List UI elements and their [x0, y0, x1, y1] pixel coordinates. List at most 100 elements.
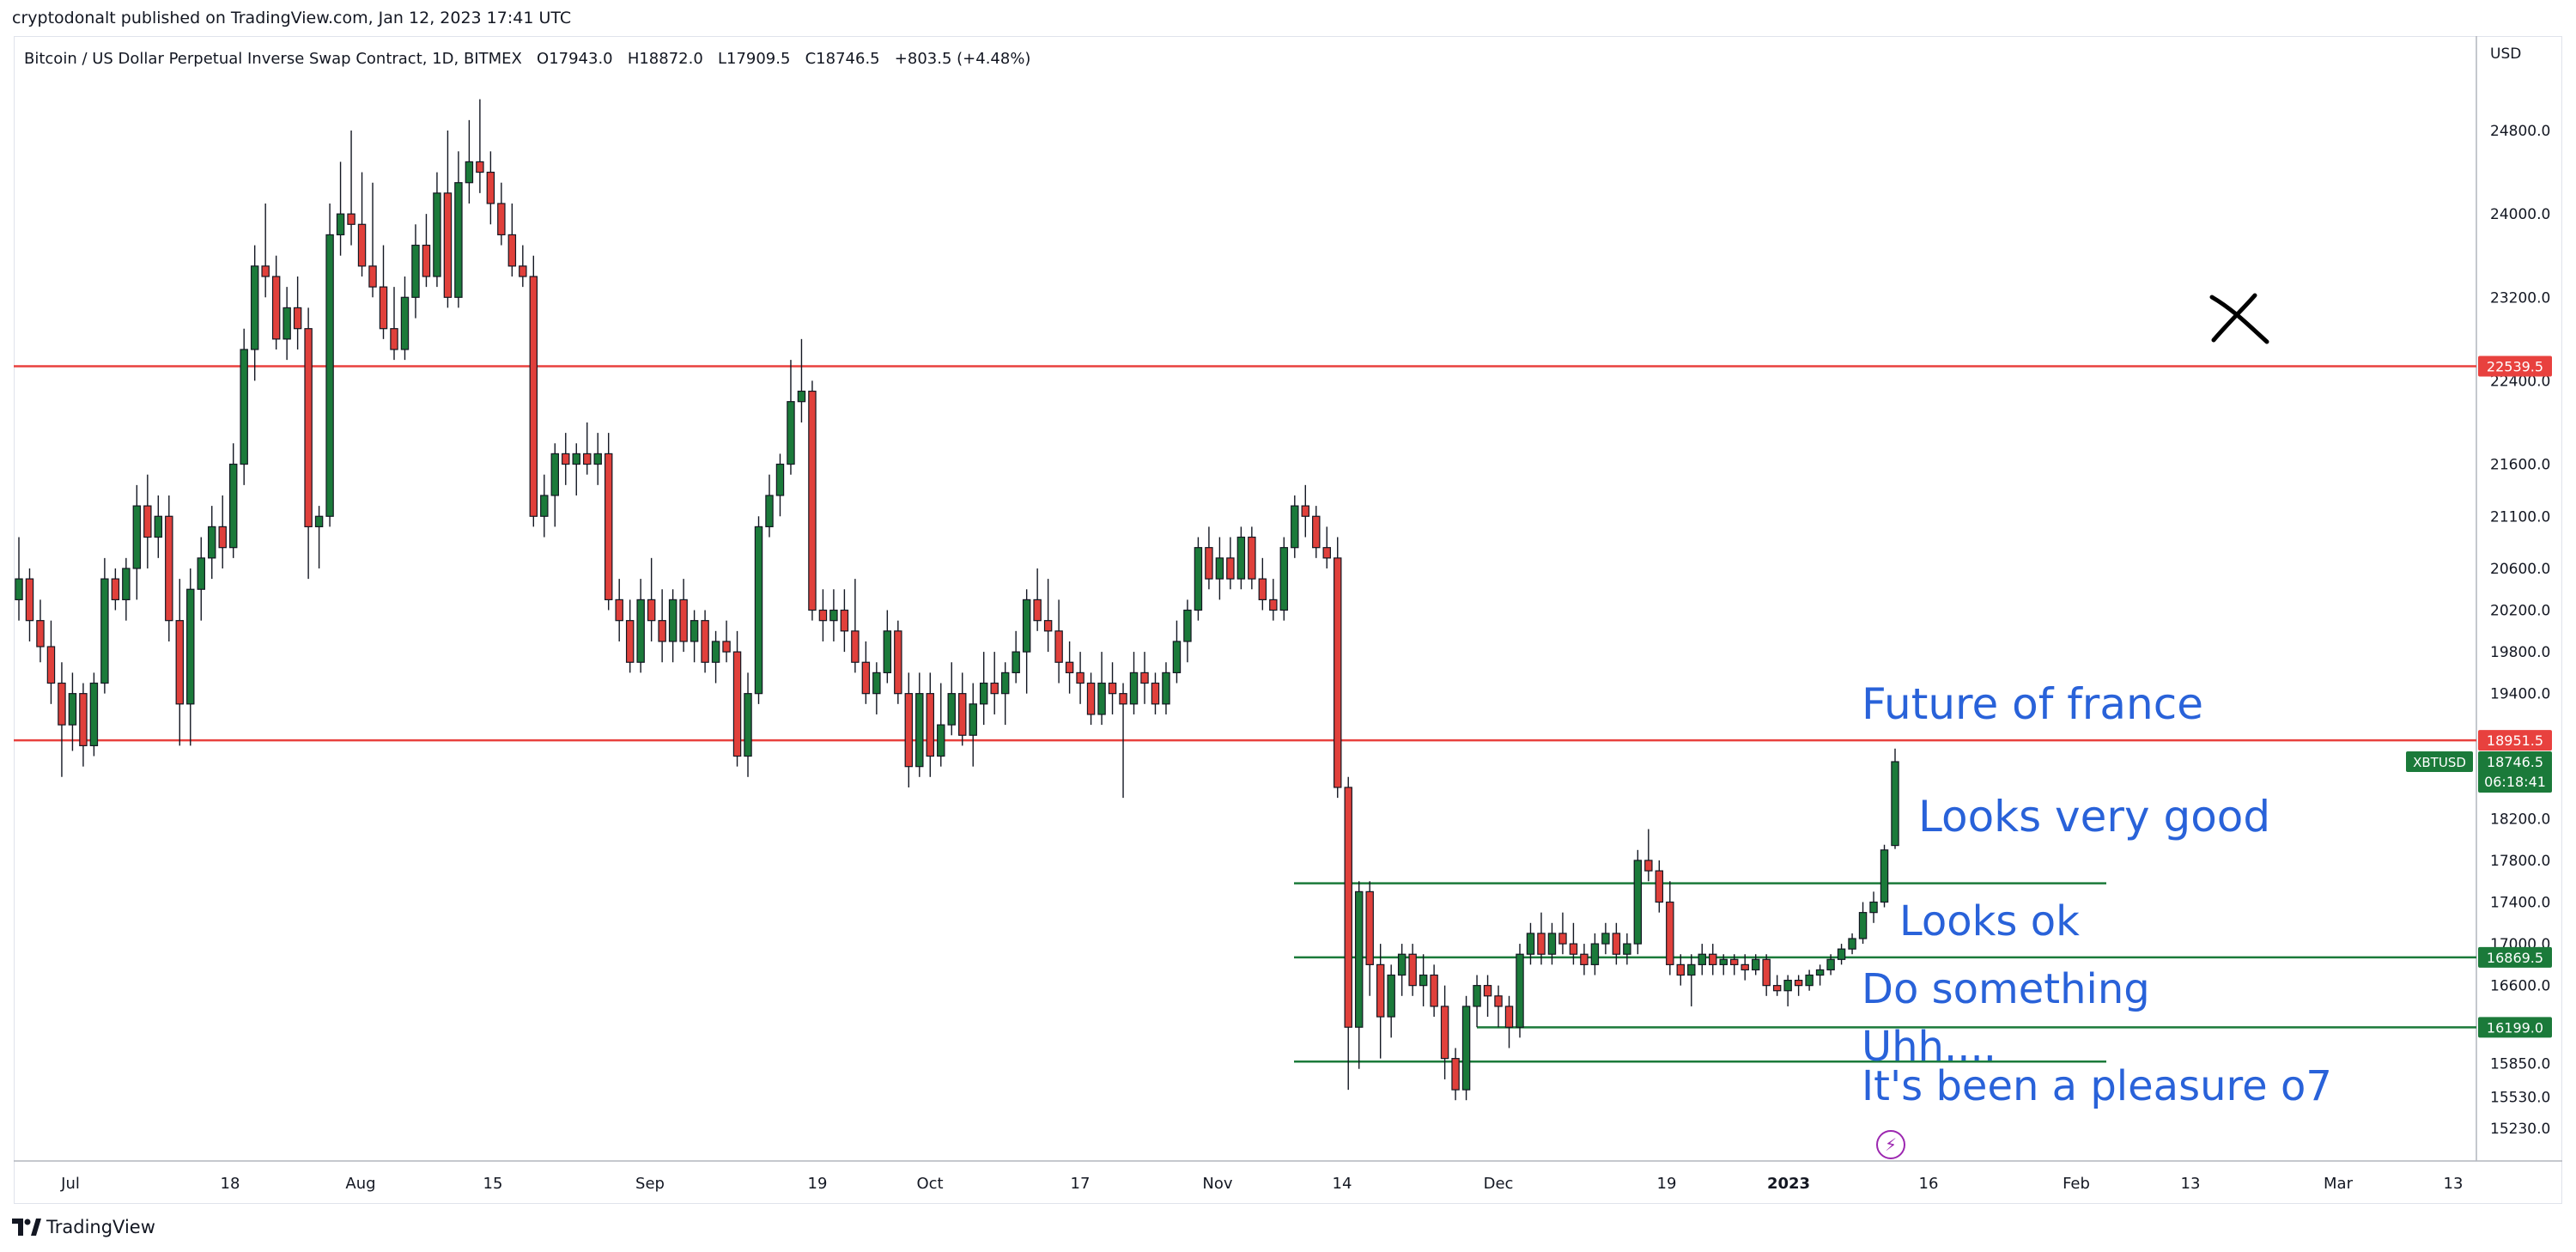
candle	[1644, 829, 1653, 882]
candle-body	[433, 192, 441, 277]
candle-body	[197, 557, 205, 590]
candle	[1236, 526, 1246, 590]
candle-body	[765, 495, 774, 528]
candle-body	[122, 568, 131, 600]
candle-body	[443, 192, 453, 298]
candle	[293, 276, 302, 349]
last-price-symbol: XBTUSD	[2413, 755, 2466, 770]
candle-body	[1012, 651, 1020, 673]
candle-body	[1440, 1006, 1449, 1060]
candle	[1848, 933, 1856, 955]
x-mark-stroke	[2209, 295, 2269, 344]
candle	[636, 579, 645, 673]
candle	[744, 672, 752, 777]
candle	[1291, 495, 1299, 558]
price-tick-label: 23200.0	[2490, 289, 2550, 307]
candle-body	[947, 693, 956, 726]
candle-body	[915, 693, 924, 768]
candle-body	[872, 672, 881, 695]
time-tick-label: 19	[808, 1175, 828, 1193]
candle-body	[36, 620, 45, 647]
candle-body	[1108, 682, 1117, 695]
candle	[861, 641, 871, 704]
candle-body	[1612, 933, 1621, 955]
candle	[122, 557, 131, 621]
candle	[1108, 662, 1117, 714]
candle-body	[1891, 761, 1899, 847]
price-tick-label: 21600.0	[2490, 457, 2550, 474]
candle	[507, 203, 517, 277]
candle	[1783, 975, 1792, 1006]
candle	[1729, 954, 1739, 975]
candle	[1891, 748, 1899, 849]
candle-body	[1504, 1006, 1514, 1028]
candle	[1419, 954, 1428, 1006]
candle	[132, 484, 142, 600]
candle	[732, 630, 742, 767]
candle-body	[1248, 536, 1256, 580]
candle	[1687, 954, 1696, 1006]
candle	[1033, 568, 1042, 631]
candle-body	[422, 244, 431, 277]
price-tick-label: 19400.0	[2490, 686, 2550, 703]
text-annotation[interactable]: Looks very good	[1918, 792, 2271, 842]
candle	[1012, 630, 1020, 684]
candle	[476, 99, 484, 193]
price-tick-label: 15530.0	[2490, 1090, 2550, 1107]
candle-body	[390, 328, 398, 350]
candle	[1076, 652, 1084, 704]
text-annotation[interactable]: Looks ok	[1899, 897, 2080, 946]
candle	[1043, 579, 1053, 653]
candle	[1397, 944, 1406, 996]
tradingview-logo[interactable]: TradingView	[12, 1216, 155, 1238]
legend-symbol[interactable]: Bitcoin / US Dollar Perpetual Inverse Sw…	[24, 50, 522, 68]
candle	[647, 557, 656, 641]
candle-body	[165, 515, 173, 622]
candle-body	[1430, 974, 1438, 1007]
candle-body	[58, 682, 66, 726]
candle	[1000, 662, 1010, 726]
candle	[400, 276, 410, 361]
candle-body	[861, 661, 871, 695]
candle-body	[1054, 630, 1063, 663]
candle-body	[486, 171, 495, 204]
candle-body	[465, 161, 474, 184]
candle	[1334, 537, 1342, 799]
flash-icon[interactable]: ⚡	[1876, 1130, 1905, 1159]
time-tick-label: 2023	[1767, 1175, 1810, 1193]
candle	[15, 537, 23, 621]
candle	[904, 672, 914, 787]
text-annotation[interactable]: Uhh....	[1862, 1022, 1997, 1071]
candle-body	[111, 578, 120, 600]
candle	[1022, 589, 1031, 694]
candle	[711, 630, 720, 684]
price-tick-label: 20200.0	[2490, 603, 2550, 620]
candle	[1826, 954, 1835, 975]
candle-body	[357, 223, 367, 267]
candle-body	[958, 693, 967, 736]
candle-body	[293, 307, 302, 330]
candle-body	[454, 182, 463, 298]
candle	[58, 662, 66, 777]
candle	[1151, 672, 1160, 714]
price-tick-label: 16600.0	[2490, 978, 2550, 995]
currency-label[interactable]: USD	[2490, 46, 2522, 63]
candle-body	[840, 609, 849, 632]
text-annotation[interactable]: It's been a pleasure o7	[1862, 1061, 2332, 1110]
candle	[529, 255, 538, 527]
candle	[89, 672, 99, 757]
candle-body	[711, 641, 720, 663]
candle	[1376, 944, 1385, 1059]
candle	[1258, 557, 1267, 611]
text-annotation[interactable]: Do something	[1862, 964, 2150, 1013]
candle-body	[1387, 974, 1395, 1018]
candle-body	[583, 453, 592, 465]
candle-body	[636, 599, 645, 663]
text-annotation[interactable]: Future of france	[1862, 679, 2203, 730]
candle-body	[1269, 599, 1278, 611]
candle	[818, 589, 828, 641]
candle	[1162, 662, 1170, 714]
candle-body	[336, 213, 345, 236]
time-tick-label: Feb	[2063, 1175, 2090, 1193]
